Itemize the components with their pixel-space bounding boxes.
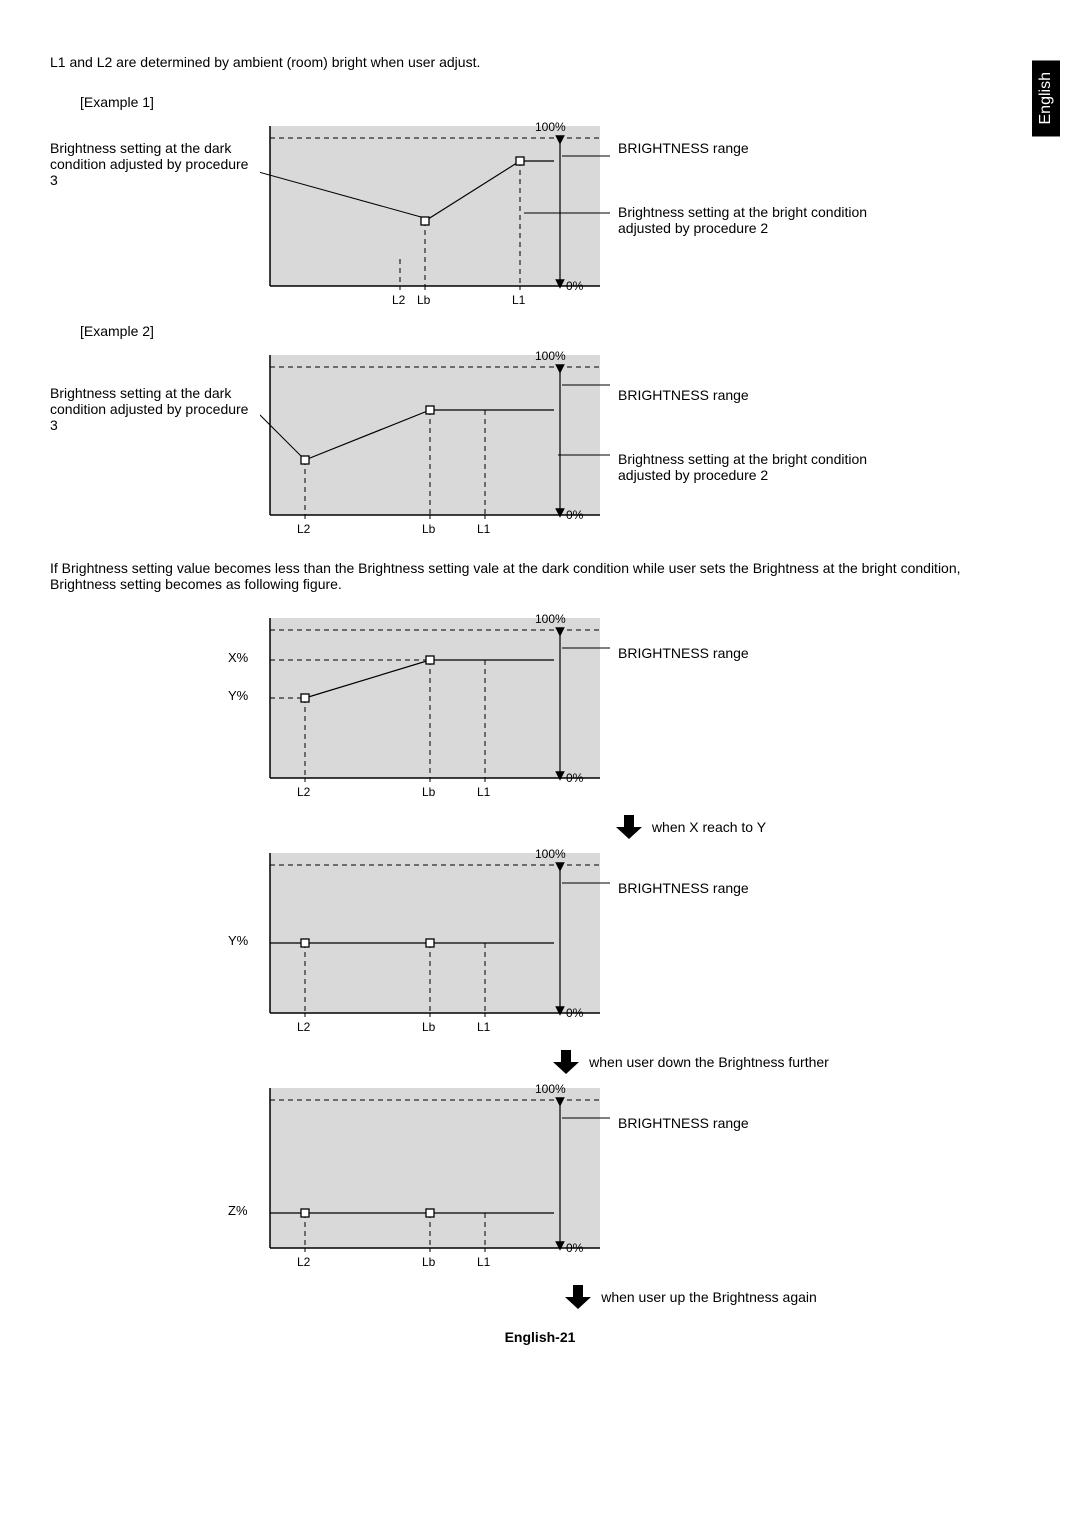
chart4-row: Y% 100% 0% L2 Lb L1 BRIGHTNESS range bbox=[50, 845, 1030, 1040]
svg-text:L1: L1 bbox=[512, 293, 526, 307]
transition3-text: when user up the Brightness again bbox=[601, 1289, 817, 1305]
down-arrow-icon bbox=[614, 815, 644, 839]
svg-text:0%: 0% bbox=[566, 279, 584, 293]
intro-text: L1 and L2 are determined by ambient (roo… bbox=[50, 54, 1030, 70]
svg-text:L1: L1 bbox=[477, 522, 491, 536]
svg-text:100%: 100% bbox=[535, 349, 566, 363]
language-tab: English bbox=[1032, 60, 1060, 136]
svg-text:Lb: Lb bbox=[417, 293, 431, 307]
svg-text:100%: 100% bbox=[535, 847, 566, 861]
dark-label: Brightness setting at the dark condition… bbox=[50, 140, 248, 188]
x-pct-label: X% bbox=[228, 650, 248, 665]
svg-text:L2: L2 bbox=[297, 1020, 311, 1034]
chart5-row: Z% 100% 0% L2 Lb L1 BRIGHTNESS range bbox=[50, 1080, 1030, 1275]
chart-example2: 100% 0% L2 Lb L1 bbox=[260, 347, 610, 542]
example2-row: Brightness setting at the dark condition… bbox=[50, 347, 1030, 542]
down-arrow-icon bbox=[563, 1285, 593, 1309]
example1-row: Brightness setting at the dark condition… bbox=[50, 118, 1030, 313]
svg-text:Lb: Lb bbox=[422, 1020, 436, 1034]
svg-text:100%: 100% bbox=[535, 1082, 566, 1096]
svg-text:L1: L1 bbox=[477, 1255, 491, 1269]
chart-5: 100% 0% L2 Lb L1 bbox=[260, 1080, 610, 1275]
svg-text:L1: L1 bbox=[477, 785, 491, 799]
svg-text:L2: L2 bbox=[297, 522, 311, 536]
svg-text:0%: 0% bbox=[566, 508, 584, 522]
svg-text:L2: L2 bbox=[392, 293, 406, 307]
transition-2: when user down the Brightness further bbox=[350, 1050, 1030, 1074]
transition-3: when user up the Brightness again bbox=[350, 1285, 1030, 1309]
svg-text:Lb: Lb bbox=[422, 522, 436, 536]
svg-text:L1: L1 bbox=[477, 1020, 491, 1034]
page-number: English-21 bbox=[50, 1329, 1030, 1345]
svg-text:Lb: Lb bbox=[422, 785, 436, 799]
chart-4: 100% 0% L2 Lb L1 bbox=[260, 845, 610, 1040]
svg-text:L2: L2 bbox=[297, 1255, 311, 1269]
z-pct-label: Z% bbox=[228, 1203, 248, 1218]
y-pct-label: Y% bbox=[228, 933, 248, 948]
svg-text:0%: 0% bbox=[566, 1006, 584, 1020]
range-label: BRIGHTNESS range bbox=[618, 387, 870, 403]
example2-label: [Example 2] bbox=[80, 323, 1030, 339]
dark-label: Brightness setting at the dark condition… bbox=[50, 385, 248, 433]
range-label: BRIGHTNESS range bbox=[618, 645, 870, 661]
bright-label: Brightness setting at the bright conditi… bbox=[618, 451, 870, 483]
chart3-row: X% Y% 100% 0% L2 Lb L1 BRIGHTNESS range bbox=[50, 610, 1030, 805]
svg-text:0%: 0% bbox=[566, 1241, 584, 1255]
transition-1: when X reach to Y bbox=[350, 815, 1030, 839]
example1-label: [Example 1] bbox=[80, 94, 1030, 110]
svg-text:Lb: Lb bbox=[422, 1255, 436, 1269]
svg-text:L2: L2 bbox=[297, 785, 311, 799]
transition2-text: when user down the Brightness further bbox=[589, 1054, 829, 1070]
chart-3: 100% 0% L2 Lb L1 bbox=[260, 610, 610, 805]
svg-text:100%: 100% bbox=[535, 120, 566, 134]
bright-label: Brightness setting at the bright conditi… bbox=[618, 204, 870, 236]
y-pct-label: Y% bbox=[228, 688, 248, 703]
range-label: BRIGHTNESS range bbox=[618, 140, 870, 156]
svg-text:100%: 100% bbox=[535, 612, 566, 626]
svg-text:0%: 0% bbox=[566, 771, 584, 785]
range-label: BRIGHTNESS range bbox=[618, 1115, 870, 1131]
chart-example1: 100% 0% L2 Lb L1 bbox=[260, 118, 610, 313]
range-label: BRIGHTNESS range bbox=[618, 880, 870, 896]
down-arrow-icon bbox=[551, 1050, 581, 1074]
mid-paragraph: If Brightness setting value becomes less… bbox=[50, 560, 1030, 592]
transition1-text: when X reach to Y bbox=[652, 819, 766, 835]
